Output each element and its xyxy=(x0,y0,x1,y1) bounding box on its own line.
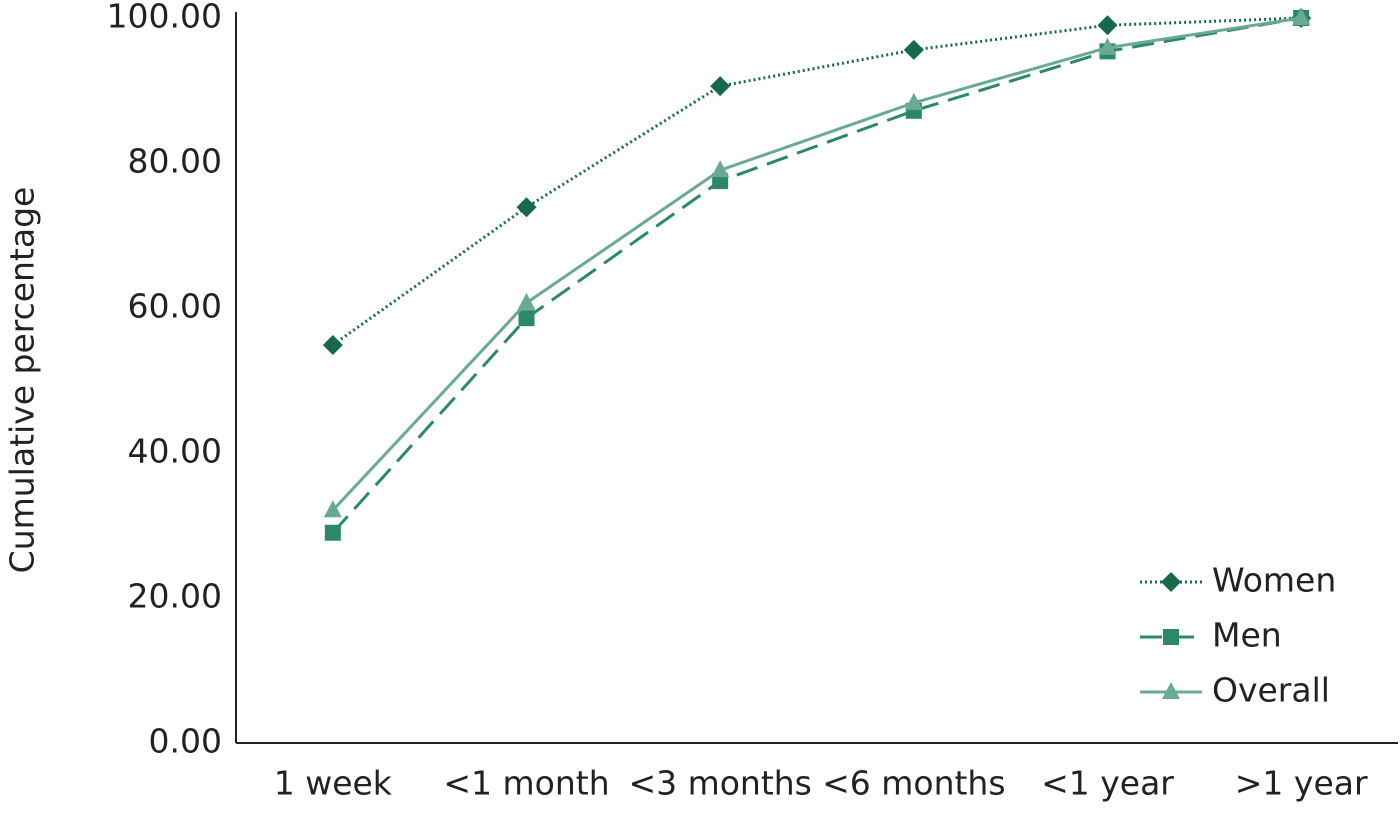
marker-triangle xyxy=(1292,8,1311,25)
marker-triangle xyxy=(711,160,730,178)
series-line xyxy=(331,16,1302,512)
series-line xyxy=(331,16,1302,347)
marker-triangle xyxy=(517,292,536,310)
legend-item: Women xyxy=(1140,561,1336,600)
legend-label: Women xyxy=(1212,561,1336,600)
marker-diamond xyxy=(710,76,731,97)
y-axis-label: Cumulative percentage xyxy=(3,187,42,574)
legend-label: Men xyxy=(1212,616,1282,655)
y-tick-label: 40.00 xyxy=(128,432,222,471)
series xyxy=(323,8,1311,518)
y-tick-label: 80.00 xyxy=(128,142,222,181)
marker-diamond xyxy=(903,39,924,60)
y-tick-label: 0.00 xyxy=(149,722,222,761)
legend-item: Men xyxy=(1140,616,1282,655)
x-tick-label: <3 months xyxy=(628,764,811,803)
series xyxy=(322,8,1312,355)
x-tick-label: <1 month xyxy=(443,764,609,803)
marker-triangle xyxy=(323,500,342,518)
legend-label: Overall xyxy=(1212,671,1330,710)
marker-triangle xyxy=(904,92,923,110)
x-tick-label: <1 year xyxy=(1041,764,1174,803)
marker-square xyxy=(324,524,341,541)
legend-marker xyxy=(1162,682,1180,699)
y-tick-label: 20.00 xyxy=(128,577,222,616)
y-tick-label: 60.00 xyxy=(128,287,222,326)
marker-triangle xyxy=(1098,37,1117,55)
marker-square xyxy=(518,310,535,327)
series xyxy=(324,10,1310,541)
legend-marker xyxy=(1163,629,1179,645)
x-tick-label: 1 week xyxy=(274,764,393,803)
marker-diamond xyxy=(1097,15,1118,36)
x-tick-label: >1 year xyxy=(1235,764,1368,803)
y-tick-label: 100.00 xyxy=(107,0,222,36)
legend-marker xyxy=(1161,572,1181,592)
series-line xyxy=(331,16,1302,534)
marker-diamond xyxy=(322,334,343,355)
x-tick-label: <6 months xyxy=(822,764,1005,803)
legend-item: Overall xyxy=(1140,671,1330,710)
marker-diamond xyxy=(516,197,537,218)
